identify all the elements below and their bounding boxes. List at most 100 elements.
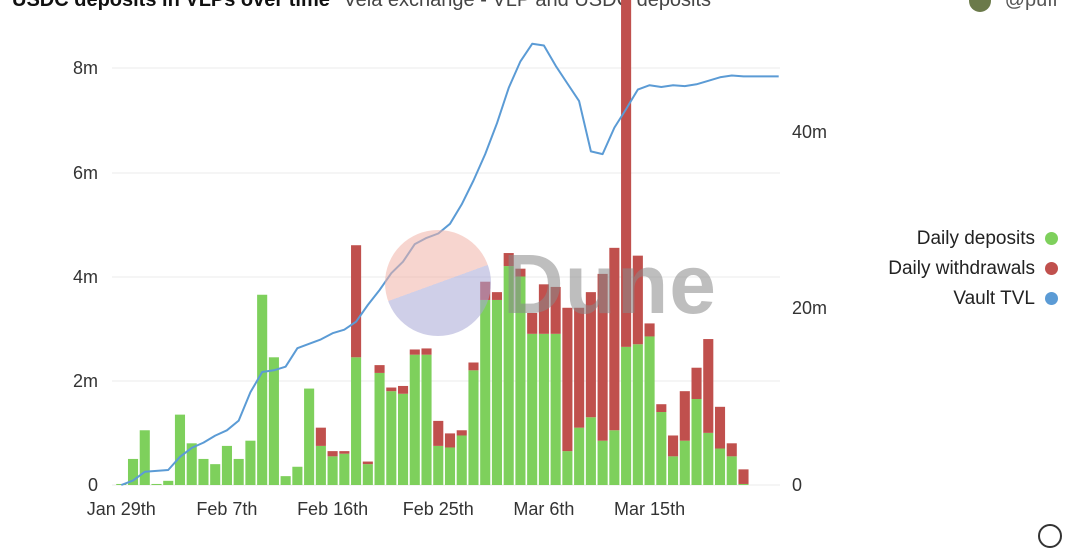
- bar-withdrawals: [621, 0, 632, 347]
- tvl-line-layer: [120, 42, 779, 486]
- bar-deposits: [433, 445, 444, 485]
- x-tick-label: Jan 29th: [87, 499, 156, 519]
- bar-withdrawals: [515, 268, 526, 277]
- tvl-line: [120, 42, 779, 486]
- bar-withdrawals: [480, 281, 491, 300]
- bar-deposits: [233, 458, 244, 485]
- bar-deposits: [198, 458, 209, 485]
- bar-withdrawals: [397, 385, 409, 394]
- bar-deposits: [515, 276, 526, 485]
- bar-withdrawals: [386, 387, 397, 392]
- bar-withdrawals: [550, 286, 561, 334]
- bar-withdrawals: [714, 406, 726, 449]
- bar-withdrawals: [738, 469, 749, 484]
- bar-deposits: [609, 430, 620, 485]
- bar-deposits: [127, 458, 139, 485]
- bar-deposits: [538, 333, 549, 485]
- author-name[interactable]: @puff: [1004, 0, 1058, 11]
- bar-withdrawals: [609, 247, 620, 431]
- y-tick-label: 4m: [73, 267, 98, 287]
- bar-deposits: [245, 440, 256, 485]
- author-badge[interactable]: @puff: [969, 0, 1058, 12]
- bar-withdrawals: [374, 365, 385, 373]
- bar-withdrawals: [421, 348, 432, 355]
- bar-deposits: [139, 430, 150, 485]
- y-tick-label: 6m: [73, 163, 98, 183]
- bar-withdrawals: [597, 273, 608, 441]
- bar-deposits: [691, 398, 702, 485]
- bar-deposits: [644, 336, 655, 485]
- x-tick-label: Feb 25th: [403, 499, 474, 519]
- bar-withdrawals: [351, 245, 362, 358]
- bar-withdrawals: [726, 443, 737, 457]
- x-tick-label: Feb 7th: [196, 499, 257, 519]
- legend-label-tvl: Vault TVL: [953, 288, 1035, 309]
- x-tick-label: Mar 15th: [614, 499, 685, 519]
- legend-dot-tvl: [1045, 292, 1058, 306]
- bar-deposits: [421, 354, 432, 485]
- legend-dot-withdrawals: [1045, 262, 1058, 276]
- info-icon[interactable]: [1038, 524, 1062, 548]
- bar-deposits: [327, 456, 338, 485]
- bar-withdrawals: [444, 433, 456, 448]
- bar-deposits: [409, 354, 420, 485]
- bar-deposits: [668, 456, 679, 485]
- avatar[interactable]: [969, 0, 992, 12]
- x-tick-label: Mar 6th: [513, 499, 574, 519]
- bar-deposits: [210, 464, 221, 485]
- bar-withdrawals: [656, 404, 667, 413]
- bar-withdrawals: [668, 435, 679, 457]
- bar-deposits: [374, 372, 385, 485]
- bar-withdrawals: [632, 255, 643, 345]
- bar-withdrawals: [491, 292, 503, 300]
- legend-label-withdrawals: Daily withdrawals: [888, 258, 1035, 279]
- bar-withdrawals: [574, 307, 585, 428]
- bar-deposits: [362, 464, 373, 485]
- chart-title: USDC deposits in VLPs over time: [12, 0, 330, 11]
- bar-withdrawals: [339, 451, 350, 454]
- bar-deposits: [339, 453, 350, 485]
- bar-deposits: [304, 388, 315, 485]
- bar-deposits: [186, 443, 197, 485]
- y2-tick-label: 40m: [792, 122, 827, 142]
- bar-deposits: [444, 447, 456, 485]
- bar-withdrawals: [468, 362, 479, 371]
- bar-deposits: [174, 414, 186, 485]
- y-tick-label: 2m: [73, 371, 98, 391]
- bar-deposits: [703, 432, 714, 485]
- bar-withdrawals: [409, 349, 420, 355]
- bar-deposits: [397, 393, 409, 485]
- bar-withdrawals: [433, 420, 444, 446]
- bar-withdrawals: [644, 323, 655, 337]
- y2-tick-label: 20m: [792, 298, 827, 318]
- bar-deposits: [163, 480, 174, 485]
- bar-deposits: [456, 435, 467, 485]
- bar-deposits: [597, 440, 608, 485]
- bar-withdrawals: [503, 253, 514, 267]
- bar-deposits: [574, 427, 585, 485]
- bar-deposits: [621, 346, 632, 485]
- chart-legend: Daily deposits Daily withdrawals Vault T…: [888, 224, 1058, 314]
- bar-deposits: [151, 483, 162, 485]
- bar-deposits: [738, 483, 749, 485]
- bar-withdrawals: [585, 292, 596, 418]
- legend-item-tvl[interactable]: Vault TVL: [888, 284, 1058, 314]
- bar-deposits: [351, 357, 362, 485]
- bar-deposits: [221, 445, 232, 485]
- bar-deposits: [585, 417, 596, 485]
- bar-deposits: [292, 466, 303, 485]
- chart-subtitle: Vela exchange - VLP and USDC deposits: [343, 0, 712, 11]
- legend-label-deposits: Daily deposits: [916, 228, 1035, 249]
- legend-item-deposits[interactable]: Daily deposits: [888, 224, 1058, 254]
- bar-deposits: [632, 344, 643, 485]
- bar-deposits: [386, 391, 397, 485]
- axis-layer: 0 2m 4m 6m 8m 0 20m 40m Jan 29th Feb 7th Feb 16th F…: [73, 58, 827, 519]
- bar-withdrawals: [315, 427, 326, 446]
- bar-deposits: [268, 357, 279, 485]
- legend-item-withdrawals[interactable]: Daily withdrawals: [888, 254, 1058, 284]
- bar-deposits: [480, 299, 491, 485]
- bar-deposits: [491, 299, 503, 485]
- bar-deposits: [726, 456, 737, 485]
- y-tick-label: 0: [88, 475, 98, 495]
- y-tick-label: 8m: [73, 58, 98, 78]
